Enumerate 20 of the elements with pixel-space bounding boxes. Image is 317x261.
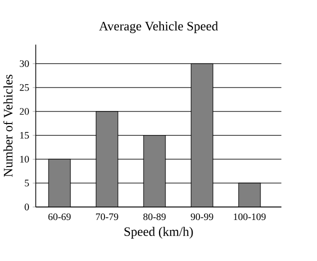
chart-title: Average Vehicle Speed [99, 21, 218, 33]
x-tick-label: 60-69 [48, 213, 71, 220]
bar [48, 158, 71, 207]
bar [143, 134, 166, 207]
x-axis-title: Speed (km/h) [124, 226, 193, 238]
x-tick-label: 80-89 [143, 213, 166, 220]
x-tick-label: 70-79 [96, 213, 118, 220]
x-tick-label: 100-109 [234, 213, 266, 220]
bar [96, 110, 118, 207]
y-tick-label: 30 [20, 60, 29, 67]
y-tick-label: 20 [20, 108, 29, 115]
x-tick-label: 90-99 [190, 213, 214, 220]
y-tick-label: 0 [24, 203, 29, 210]
y-axis-title: Number of Vehicles [3, 74, 13, 177]
bar [190, 63, 214, 207]
y-tick-label: 15 [20, 132, 29, 138]
y-tick-label: 25 [20, 84, 29, 91]
y-tick-label: 5 [24, 180, 29, 186]
bar [238, 182, 261, 207]
y-tick-label: 10 [20, 156, 29, 162]
